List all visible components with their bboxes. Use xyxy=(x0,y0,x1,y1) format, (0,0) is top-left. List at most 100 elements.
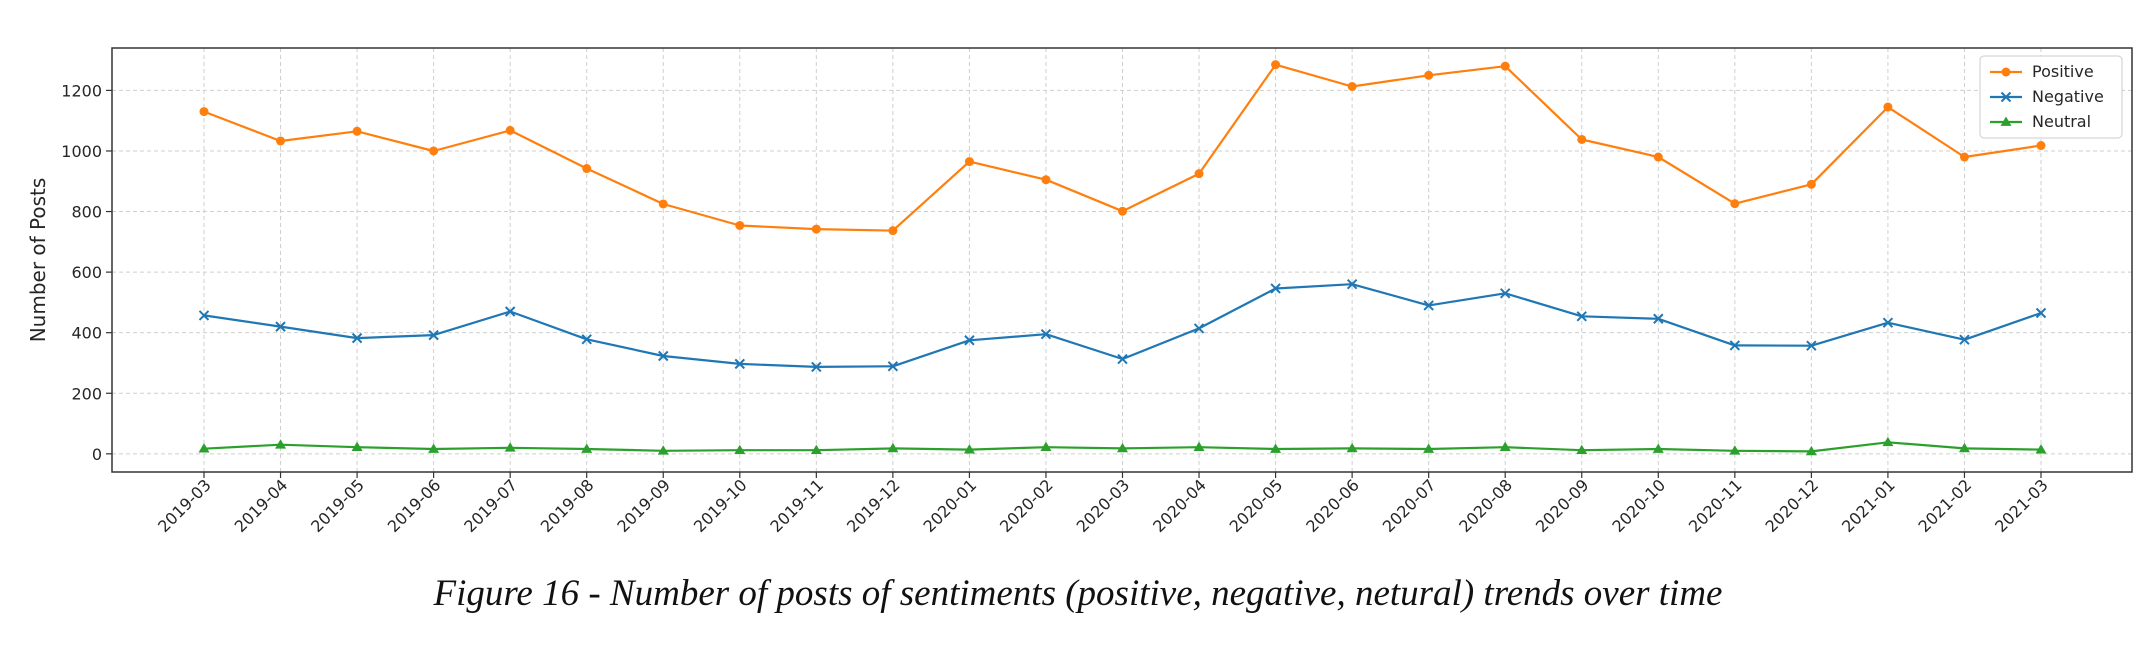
data-point xyxy=(2035,444,2047,454)
data-point xyxy=(581,334,592,345)
data-point xyxy=(1270,443,1282,453)
data-point xyxy=(1958,442,1970,453)
data-point xyxy=(582,164,592,174)
data-point xyxy=(581,443,593,453)
data-point xyxy=(964,335,975,346)
data-point xyxy=(1806,340,1817,351)
data-point xyxy=(1117,353,1128,365)
data-point xyxy=(1882,436,1894,447)
data-point xyxy=(2035,307,2047,319)
data-point xyxy=(657,445,669,455)
data-point xyxy=(1347,81,1357,91)
data-point xyxy=(1194,169,1204,179)
y-tick-label: 400 xyxy=(71,324,102,343)
x-tick-label: 2019-10 xyxy=(690,475,751,536)
data-point xyxy=(1041,175,1051,185)
data-point xyxy=(429,146,439,156)
series-group xyxy=(198,60,2047,456)
data-point xyxy=(2036,141,2046,151)
legend-item: Negative xyxy=(1990,87,2104,106)
x-tick-label: 2020-08 xyxy=(1455,475,1516,536)
data-point xyxy=(198,443,210,453)
legend-label: Negative xyxy=(2032,87,2104,106)
data-point xyxy=(1346,279,1358,290)
data-point xyxy=(1117,442,1128,453)
data-point xyxy=(504,442,516,452)
y-axis-label: Number of Posts xyxy=(26,178,50,343)
data-point xyxy=(275,321,286,332)
x-tick-label: 2019-06 xyxy=(384,475,445,536)
x-tick-label: 2021-01 xyxy=(1838,475,1899,536)
data-point xyxy=(1652,443,1664,453)
data-point xyxy=(1499,441,1511,452)
data-point xyxy=(734,444,746,455)
grid-lines xyxy=(112,48,2132,472)
x-tick-label: 2019-11 xyxy=(766,475,827,536)
data-point xyxy=(276,136,286,146)
legend-item: Positive xyxy=(1990,62,2094,81)
data-point xyxy=(2001,67,2011,77)
x-tick-label: 2020-06 xyxy=(1302,475,1363,536)
x-tick-label: 2019-12 xyxy=(843,475,904,536)
data-point xyxy=(658,199,668,209)
x-axis: 2019-03 2019-04 2019-05 2019-06 2019-07 2019-… xyxy=(154,472,2052,536)
data-point xyxy=(1882,317,1894,328)
x-tick-label: 2019-05 xyxy=(307,475,368,536)
data-point xyxy=(428,329,439,341)
data-point xyxy=(351,441,363,452)
x-tick-label: 2019-03 xyxy=(154,475,215,536)
y-tick-label: 200 xyxy=(71,384,102,403)
data-point xyxy=(1729,445,1741,455)
y-tick-label: 800 xyxy=(71,203,102,222)
data-point xyxy=(2000,116,2012,126)
data-point xyxy=(1576,444,1588,455)
series-negative xyxy=(198,279,2047,373)
data-point xyxy=(2000,91,2012,103)
data-point xyxy=(1806,179,1816,189)
x-tick-label: 2019-09 xyxy=(613,475,674,536)
x-tick-label: 2020-05 xyxy=(1226,475,1287,536)
data-point xyxy=(810,444,822,455)
x-tick-label: 2019-04 xyxy=(231,475,292,536)
data-point xyxy=(735,220,745,230)
legend-label: Neutral xyxy=(2032,112,2091,131)
data-point xyxy=(734,358,745,370)
data-point xyxy=(199,107,209,117)
data-point xyxy=(888,226,898,236)
x-tick-label: 2020-04 xyxy=(1149,475,1210,536)
data-point xyxy=(352,126,362,136)
x-tick-label: 2020-11 xyxy=(1685,475,1746,536)
data-point xyxy=(1270,283,1281,294)
data-point xyxy=(1193,323,1205,334)
data-point xyxy=(1959,152,1969,162)
x-tick-label: 2020-07 xyxy=(1379,475,1440,536)
data-point xyxy=(1040,328,1052,340)
x-tick-label: 2020-09 xyxy=(1532,475,1593,536)
data-point xyxy=(1424,70,1434,80)
data-point xyxy=(887,442,899,453)
data-point xyxy=(1805,445,1817,456)
y-tick-label: 1200 xyxy=(61,81,102,100)
data-point xyxy=(1653,152,1663,162)
x-tick-label: 2019-07 xyxy=(460,475,521,536)
y-tick-label: 0 xyxy=(92,445,102,464)
series-positive xyxy=(199,60,2046,236)
x-tick-label: 2020-12 xyxy=(1761,475,1822,536)
data-point xyxy=(198,310,210,321)
x-tick-label: 2021-02 xyxy=(1915,475,1976,536)
x-tick-label: 2019-08 xyxy=(537,475,598,536)
data-point xyxy=(1500,61,1510,71)
legend: Positive Negative Neutral xyxy=(1979,55,2123,139)
data-point xyxy=(811,224,821,234)
data-point xyxy=(1577,134,1587,144)
data-point xyxy=(505,125,515,135)
data-point xyxy=(1730,199,1740,209)
x-tick-label: 2020-01 xyxy=(920,475,981,536)
legend-item: Neutral xyxy=(1990,112,2091,131)
data-point xyxy=(811,361,822,373)
data-point xyxy=(1423,300,1434,311)
legend-label: Positive xyxy=(2032,62,2094,81)
data-point xyxy=(1883,102,1893,112)
data-point xyxy=(1576,311,1587,322)
